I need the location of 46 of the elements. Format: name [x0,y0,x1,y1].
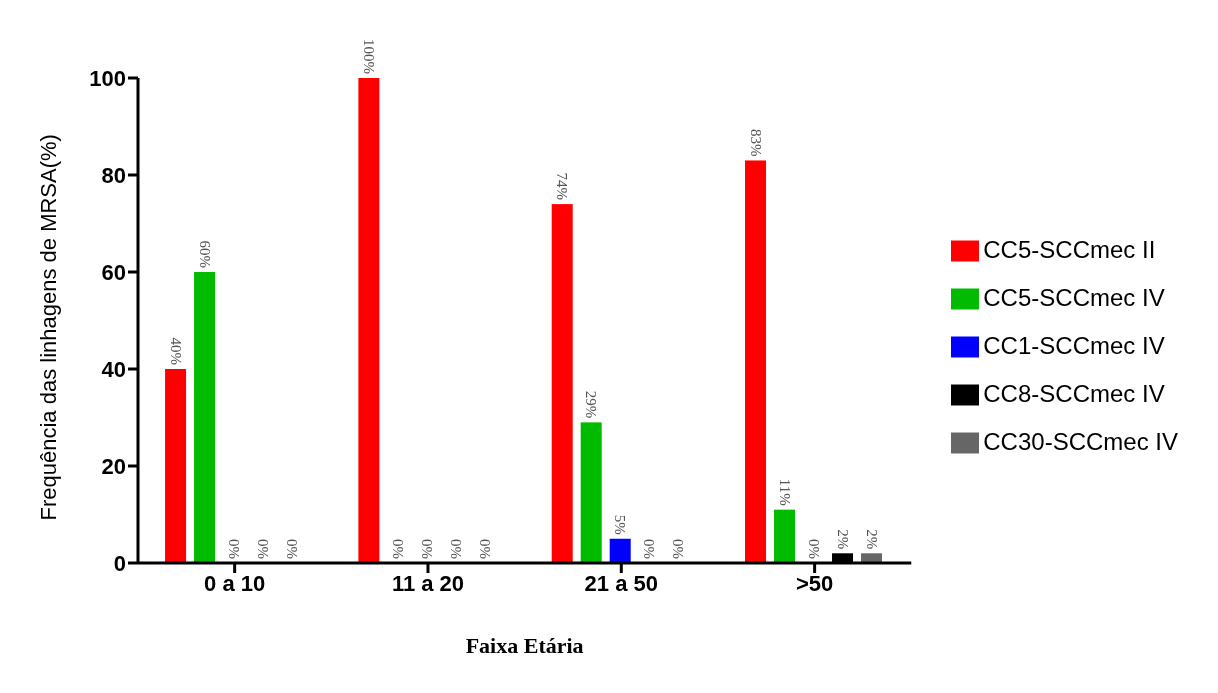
data-label: 0% [805,539,822,559]
data-label: 74% [554,172,571,201]
bar [194,272,216,563]
y-tick-label: 40 [101,356,126,382]
x-axis-title: Faixa Etária [465,633,584,658]
data-label: 0% [254,539,271,559]
data-label: 40% [167,337,184,365]
y-axis-title: Frequência das linhagens de MRSA(%) [35,134,61,521]
data-label: 83% [747,128,764,157]
data-label: 0% [641,539,658,559]
legend-label: CC5-SCCmec IV [983,283,1165,311]
bar [580,422,602,563]
data-label: 0% [418,539,435,559]
bar [609,538,631,563]
data-label: 100% [360,39,377,74]
data-label: 2% [834,529,851,550]
x-tick-label: 0 a 10 [204,570,266,596]
data-label: 29% [583,390,600,419]
data-label: 0% [476,539,493,559]
y-tick-label: 100 [89,65,126,91]
y-tick-label: 20 [101,453,126,479]
bar [551,204,573,563]
legend-label: CC5-SCCmec II [983,235,1156,263]
y-tick-label: 0 [113,550,126,576]
data-label: 11% [776,478,793,506]
y-tick-label: 60 [101,259,126,285]
data-label: 5% [612,514,629,535]
legend-label: CC30-SCCmec IV [983,427,1178,455]
data-label: 2% [863,529,880,550]
data-label: 60% [196,240,213,268]
bar [358,78,380,563]
bar [165,369,187,563]
bar [861,553,883,563]
legend-label: CC8-SCCmec IV [983,379,1165,407]
bar [774,509,796,563]
bar [745,160,767,563]
x-tick-label: 11 a 20 [391,570,465,596]
data-label: 0% [670,539,687,559]
x-tick-label: >50 [795,570,834,596]
data-label: 0% [447,539,464,559]
x-tick-label: 21 a 50 [584,570,658,596]
legend-label: CC1-SCCmec IV [983,331,1165,359]
data-label: 0% [225,539,242,559]
data-label: 0% [389,539,406,559]
data-label: 0% [283,539,300,559]
y-tick-label: 80 [101,162,126,188]
